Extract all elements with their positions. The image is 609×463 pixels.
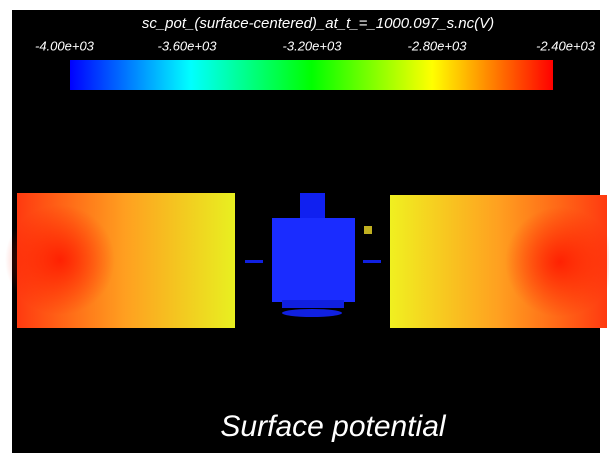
colorbar-tick-label: -2.80e+03 [408,38,468,53]
colorbar-tick-label: -2.40e+03 [536,38,596,53]
colorbar-title: sc_pot_(surface-centered)_at_t_=_1000.09… [142,15,494,32]
colorbar-ticks: -4.00e+03 -3.60e+03 -3.20e+03 -2.80e+03 -2.4… [35,38,596,53]
spacecraft-top [300,193,325,220]
boom [245,260,263,263]
spacecraft-base [282,300,344,308]
spacecraft-body [272,218,355,302]
boom [363,260,381,263]
spacecraft-base [282,309,342,317]
colorbar-tick-label: -3.20e+03 [283,38,343,53]
colorbar-tick-label: -3.60e+03 [158,38,218,53]
caption: Surface potential [220,410,446,443]
hot-spot [505,207,609,317]
colorbar-tick-label: -4.00e+03 [35,38,95,53]
hot-spot [5,205,115,315]
sensor [364,226,372,234]
colorbar [70,60,553,90]
